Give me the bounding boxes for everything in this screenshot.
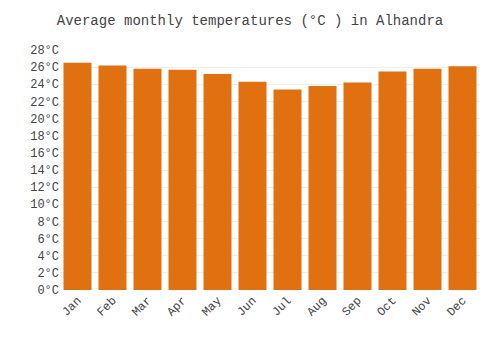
svg-text:Jun: Jun [234, 294, 259, 319]
svg-text:Oct: Oct [374, 294, 399, 319]
svg-text:Aug: Aug [304, 294, 329, 319]
svg-text:Jul: Jul [269, 294, 294, 319]
svg-text:24°C: 24°C [30, 78, 59, 92]
svg-text:Mar: Mar [129, 294, 154, 319]
svg-text:14°C: 14°C [30, 164, 59, 178]
svg-text:Nov: Nov [409, 294, 434, 319]
svg-text:28°C: 28°C [30, 44, 59, 58]
svg-text:0°C: 0°C [37, 284, 59, 298]
svg-text:Feb: Feb [94, 294, 119, 319]
svg-text:26°C: 26°C [30, 61, 59, 75]
svg-text:Dec: Dec [444, 294, 469, 319]
svg-text:Jan: Jan [59, 294, 84, 319]
svg-text:18°C: 18°C [30, 130, 59, 144]
svg-text:22°C: 22°C [30, 96, 59, 110]
svg-text:2°C: 2°C [37, 267, 59, 281]
svg-text:12°C: 12°C [30, 181, 59, 195]
svg-text:20°C: 20°C [30, 113, 59, 127]
svg-text:May: May [199, 294, 224, 319]
svg-text:Sep: Sep [339, 294, 364, 319]
svg-text:10°C: 10°C [30, 198, 59, 212]
svg-text:Apr: Apr [164, 294, 189, 319]
svg-text:Average monthly temperatures (: Average monthly temperatures (°C ) in Al… [57, 13, 443, 29]
svg-text:6°C: 6°C [37, 233, 59, 247]
svg-text:16°C: 16°C [30, 147, 59, 161]
svg-text:8°C: 8°C [37, 216, 59, 230]
svg-text:4°C: 4°C [37, 250, 59, 264]
